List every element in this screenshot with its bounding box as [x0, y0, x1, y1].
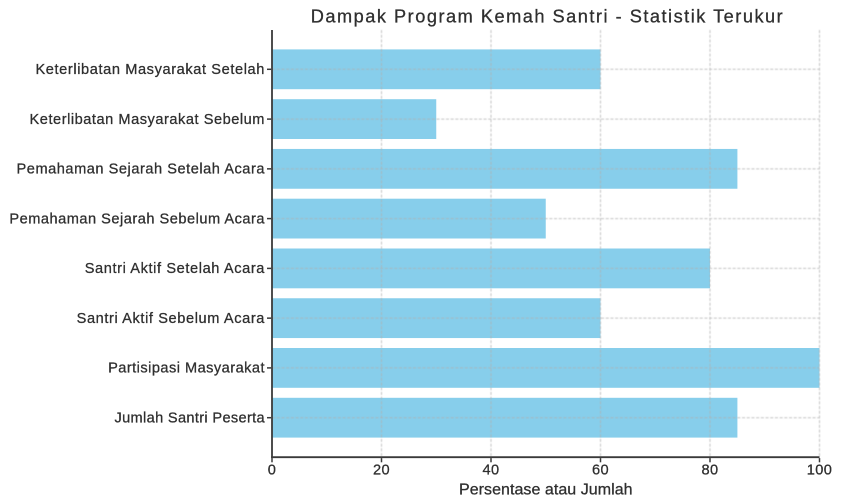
svg-text:Jumlah Santri Peserta: Jumlah Santri Peserta: [114, 410, 265, 426]
svg-text:Keterlibatan Masyarakat Sebelu: Keterlibatan Masyarakat Sebelum: [30, 112, 265, 128]
svg-text:80: 80: [701, 462, 718, 478]
svg-text:40: 40: [482, 462, 499, 478]
svg-text:Santri Aktif Sebelum Acara: Santri Aktif Sebelum Acara: [77, 311, 266, 327]
svg-text:Persentase atau Jumlah: Persentase atau Jumlah: [459, 481, 633, 498]
svg-text:Pemahaman Sejarah Sebelum Acar: Pemahaman Sejarah Sebelum Acara: [9, 211, 265, 227]
svg-text:Keterlibatan Masyarakat Setela: Keterlibatan Masyarakat Setelah: [35, 62, 265, 78]
svg-text:Partisipasi Masyarakat: Partisipasi Masyarakat: [108, 361, 265, 377]
svg-text:60: 60: [592, 462, 609, 478]
svg-text:0: 0: [268, 462, 277, 478]
svg-text:Santri Aktif Setelah Acara: Santri Aktif Setelah Acara: [85, 261, 266, 277]
svg-text:Dampak Program Kemah Santri -: Dampak Program Kemah Santri - Statistik …: [311, 6, 784, 26]
svg-text:100: 100: [807, 462, 833, 478]
svg-text:Pemahaman Sejarah Setelah Acar: Pemahaman Sejarah Setelah Acara: [17, 162, 266, 178]
svg-text:20: 20: [373, 462, 390, 478]
